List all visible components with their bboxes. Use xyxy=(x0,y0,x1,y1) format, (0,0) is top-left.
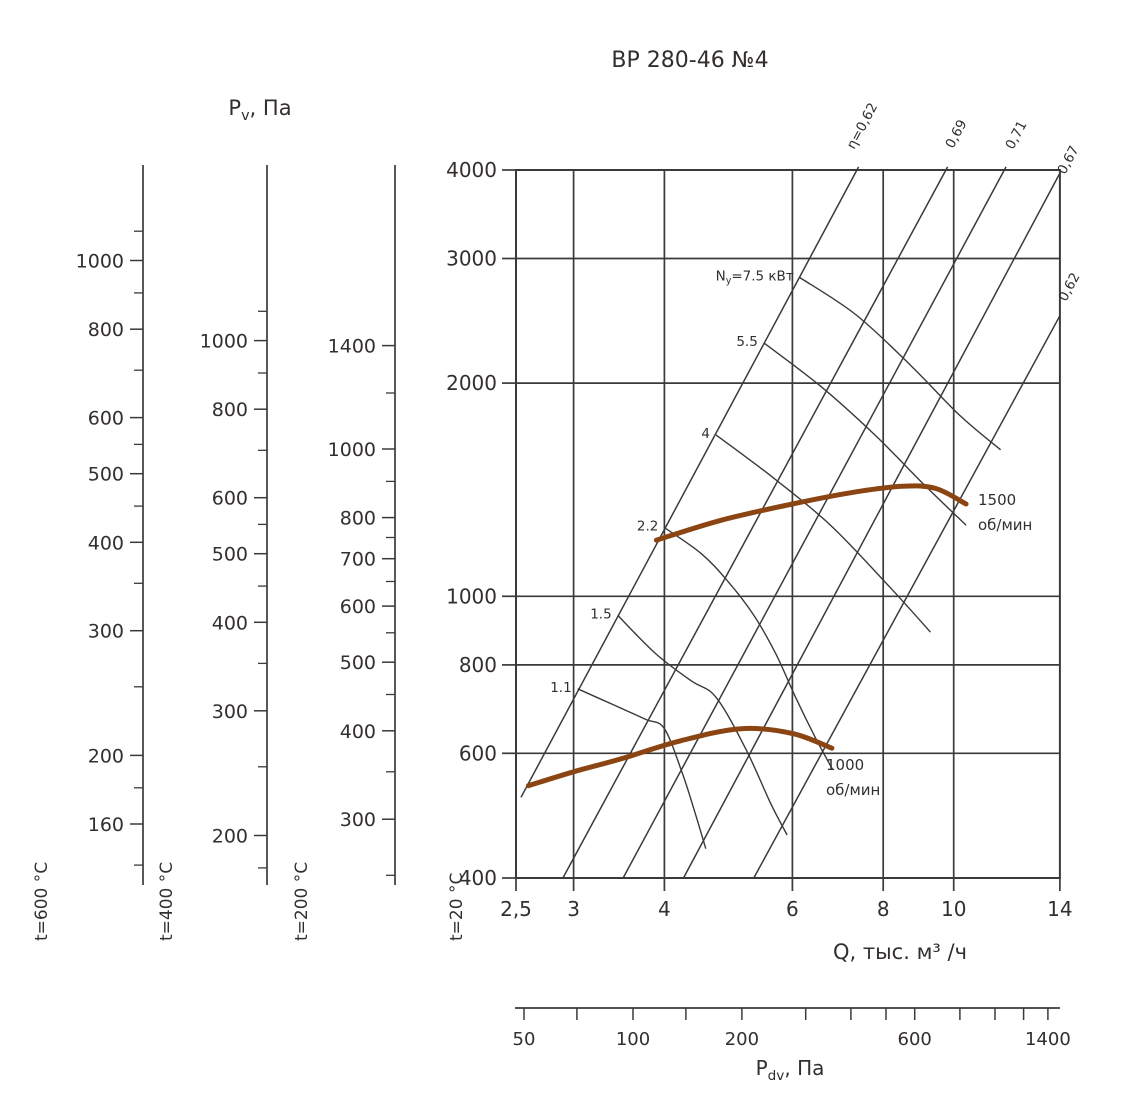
plot-border xyxy=(515,169,1061,879)
power-curve-label-4: 4 xyxy=(701,426,710,442)
scale2-tick-label-700: 700 xyxy=(340,549,376,571)
power-curve-1.5 xyxy=(617,614,788,836)
speed-curve-label-1500: 1500 об/мин xyxy=(978,488,1032,538)
y-tick-label-800: 800 xyxy=(459,653,497,677)
speed-curve-label-1000: 1000 об/мин xyxy=(826,753,880,803)
x-tick-label-10: 10 xyxy=(941,897,966,921)
scale2-tick-label-600: 600 xyxy=(340,596,376,618)
pdv-axis-title-base: P xyxy=(755,1056,768,1080)
y-tick-label-2000: 2000 xyxy=(446,371,497,395)
pdv-tick-label-600: 600 xyxy=(898,1029,932,1050)
x-tick-label-3: 3 xyxy=(567,897,580,921)
pdv-tick-label-100: 100 xyxy=(616,1029,650,1050)
x-tick-label-2.5: 2,5 xyxy=(500,897,532,921)
power-curve-label-5.5: 5.5 xyxy=(736,334,757,350)
scale2-tick-label-400: 400 xyxy=(340,721,376,743)
pdv-axis-title: Pdv, Па xyxy=(690,1056,890,1084)
speed-1500-rpm: 1500 xyxy=(978,491,1017,509)
power-curve-2.2 xyxy=(663,527,834,770)
eta-label-0,71: 0,71 xyxy=(1002,118,1030,152)
temperature-scale-label-400: t=400 °C xyxy=(157,861,177,941)
temperature-scale-label-600: t=600 °C xyxy=(32,861,52,941)
eta-line-0,67 xyxy=(682,172,1061,879)
pv-axis-title-rest: , Па xyxy=(249,96,292,120)
scale2-tick-label-500: 500 xyxy=(340,652,376,674)
pv-axis-title: Pv, Па xyxy=(175,96,345,124)
scale2-tick-label-1000: 1000 xyxy=(328,439,376,461)
x-tick-label-4: 4 xyxy=(658,897,671,921)
pdv-axis-title-rest: , Па xyxy=(784,1056,825,1080)
y-tick-label-3000: 3000 xyxy=(446,247,497,271)
scale1-tick-label-200: 200 xyxy=(212,826,248,848)
pdv-tick-label-50: 50 xyxy=(513,1029,536,1050)
scale2-tick-label-800: 800 xyxy=(340,508,376,530)
scale1-tick-label-400: 400 xyxy=(212,612,248,634)
pv-axis-title-sub: v xyxy=(241,108,250,125)
scale0-tick-label-160: 160 xyxy=(88,814,124,836)
chart-title: ВР 280-46 №4 xyxy=(611,48,769,73)
scale0-tick-label-500: 500 xyxy=(88,464,124,486)
pdv-tick-label-200: 200 xyxy=(725,1029,759,1050)
power-curve-label-7.5: Nу=7.5 кВт xyxy=(716,269,794,287)
eta-label-0,67: 0,67 xyxy=(1054,143,1082,177)
y-tick-label-600: 600 xyxy=(459,741,497,765)
pdv-axis-title-sub: dv xyxy=(767,1068,785,1084)
power-curve-5.5 xyxy=(763,342,967,526)
speed-curve-1500 xyxy=(653,483,969,543)
x-tick-label-8: 8 xyxy=(877,897,890,921)
y-tick-label-1000: 1000 xyxy=(446,584,497,608)
scale1-tick-label-1000: 1000 xyxy=(200,331,248,353)
scale1-tick-label-600: 600 xyxy=(212,488,248,510)
x-tick-label-6: 6 xyxy=(786,897,799,921)
eta-line-0,62 xyxy=(753,315,1061,879)
y-tick-label-400: 400 xyxy=(459,866,497,890)
speed-1000-unit: об/мин xyxy=(826,781,881,799)
power-curve-4 xyxy=(715,434,931,633)
scale0-tick-label-200: 200 xyxy=(88,745,124,767)
speed-1000-rpm: 1000 xyxy=(826,756,865,774)
scale2-tick-label-300: 300 xyxy=(340,809,376,831)
temperature-scale-label-20: t=20 °C xyxy=(447,872,467,941)
x-tick-label-14: 14 xyxy=(1047,897,1072,921)
q-axis-title: Q, тыс. м³ /ч xyxy=(832,940,967,964)
power-curve-label-1.1: 1.1 xyxy=(550,680,571,696)
scale1-tick-label-300: 300 xyxy=(212,701,248,723)
speed-1500-unit: об/мин xyxy=(978,516,1033,534)
eta-line-η=0,62 xyxy=(520,166,860,798)
eta-label-0,69: 0,69 xyxy=(942,117,970,151)
pv-axis-title-base: P xyxy=(228,96,242,120)
scale0-tick-label-600: 600 xyxy=(88,408,124,430)
power-curve-7.5 xyxy=(799,276,1002,451)
scale0-tick-label-400: 400 xyxy=(88,532,124,554)
speed-curve-1000 xyxy=(525,725,835,789)
scale2-tick-label-1400: 1400 xyxy=(328,336,376,358)
power-curve-label-1.5: 1.5 xyxy=(590,606,611,622)
scale0-tick-label-1000: 1000 xyxy=(76,251,124,273)
scale0-tick-label-800: 800 xyxy=(88,319,124,341)
scale1-tick-label-500: 500 xyxy=(212,544,248,566)
scale0-tick-label-300: 300 xyxy=(88,621,124,643)
y-tick-label-4000: 4000 xyxy=(446,158,497,182)
pdv-tick-label-1400: 1400 xyxy=(1025,1029,1071,1050)
power-curve-1.1 xyxy=(577,688,707,849)
temperature-scale-label-200: t=200 °C xyxy=(292,861,312,941)
eta-line-0,71 xyxy=(622,166,1007,879)
power-curve-label-2.2: 2.2 xyxy=(637,519,658,535)
eta-label-η=0,62: η=0,62 xyxy=(844,100,882,152)
scale1-tick-label-800: 800 xyxy=(212,399,248,421)
